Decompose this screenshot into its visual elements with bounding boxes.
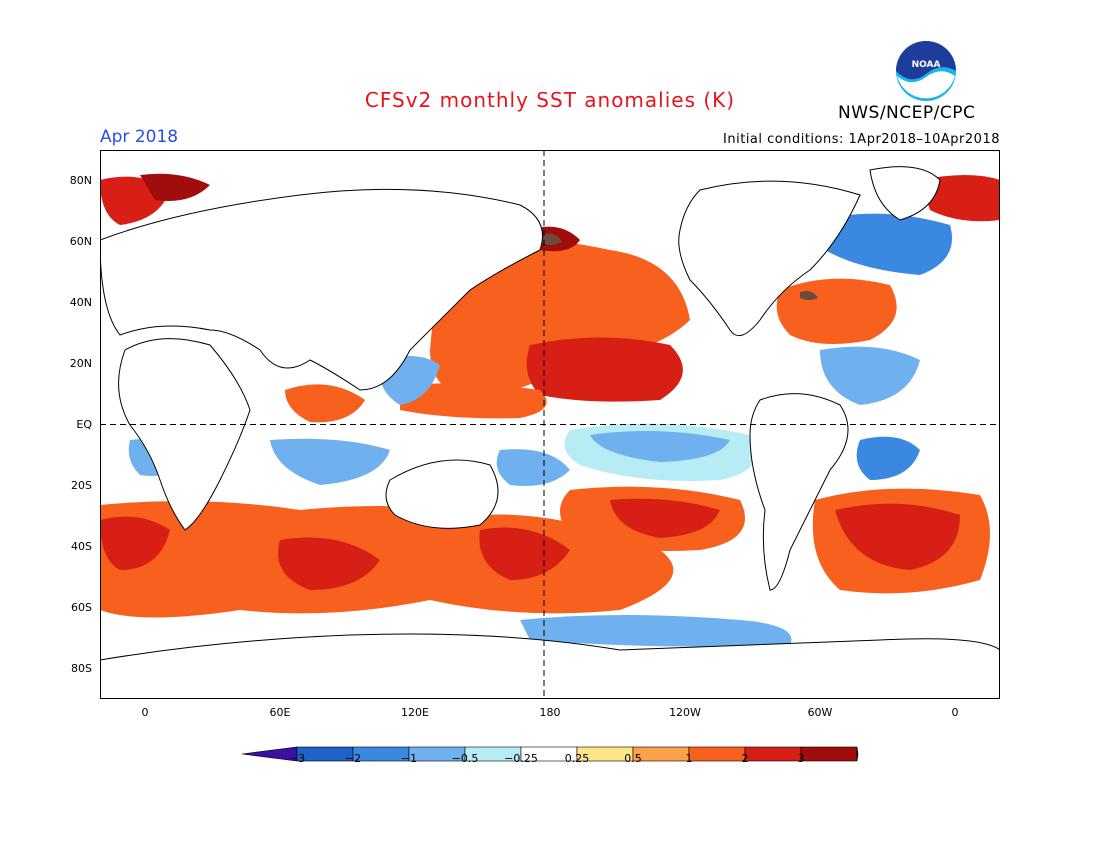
colorbar-tick-label: −1 bbox=[400, 752, 418, 765]
initial-conditions: Initial conditions: 1Apr2018–10Apr2018 bbox=[723, 132, 1000, 147]
anomaly-patch bbox=[496, 449, 570, 486]
sst-anomaly-map bbox=[100, 150, 1000, 699]
latitude-label: 80N bbox=[69, 173, 92, 187]
anomaly-patch bbox=[835, 503, 960, 570]
latitude-label: EQ bbox=[76, 417, 92, 431]
latitude-label: 20N bbox=[69, 356, 92, 370]
colorbar-extend-high bbox=[856, 746, 859, 762]
longitude-label: 0 bbox=[951, 706, 959, 719]
anomaly-patch bbox=[820, 346, 920, 405]
colorbar-tick-label: 0.25 bbox=[564, 752, 590, 765]
anomaly-patch bbox=[590, 431, 730, 462]
anomaly-patch bbox=[800, 290, 818, 300]
colorbar-tick-label: 3 bbox=[797, 752, 805, 765]
anomaly-patch bbox=[140, 173, 210, 201]
anomaly-patch bbox=[520, 615, 792, 647]
anomaly-patch bbox=[400, 383, 547, 419]
colorbar-tick-label: 2 bbox=[741, 752, 749, 765]
colorbar-tick-label: −0.25 bbox=[504, 752, 538, 765]
landmass-antarctica bbox=[100, 633, 1000, 699]
landmass-greenland bbox=[869, 166, 941, 221]
landmass-north-america bbox=[678, 180, 861, 337]
anomaly-patch bbox=[856, 436, 920, 480]
anomaly-patch bbox=[920, 175, 1000, 222]
colorbar-tick-label: −0.5 bbox=[451, 752, 479, 765]
anomaly-patch bbox=[100, 516, 170, 570]
anomaly-patch bbox=[278, 537, 380, 590]
longitude-label: 120W bbox=[669, 706, 701, 719]
noaa-logo: NOAA bbox=[896, 41, 956, 101]
map-title: CFSv2 monthly SST anomalies (K) bbox=[364, 88, 736, 112]
landmass-south-america bbox=[749, 393, 849, 591]
colorbar-tick-label: 0.5 bbox=[624, 752, 642, 765]
latitude-label: 60S bbox=[71, 600, 92, 614]
anomaly-patch bbox=[270, 438, 390, 485]
latitude-label: 40N bbox=[69, 295, 92, 309]
longitude-label: 60W bbox=[807, 706, 833, 719]
noaa-logo-text: NOAA bbox=[912, 60, 941, 70]
anomaly-patch bbox=[526, 337, 683, 402]
latitude-label: 60N bbox=[69, 234, 92, 248]
anomaly-patch bbox=[285, 384, 365, 423]
anomaly-field bbox=[100, 173, 1000, 647]
anomaly-patch bbox=[610, 498, 720, 538]
anomaly-patch bbox=[820, 213, 952, 275]
longitude-label: 180 bbox=[539, 706, 561, 719]
latitude-label: 20S bbox=[71, 478, 92, 492]
landmass-africa bbox=[118, 338, 251, 531]
anomaly-patch bbox=[430, 238, 690, 400]
longitude-label: 60E bbox=[269, 706, 291, 719]
latitude-label: 40S bbox=[71, 539, 92, 553]
longitude-label: 120E bbox=[401, 706, 429, 719]
colorbar-tick-label: −2 bbox=[344, 752, 362, 765]
agency-label: NWS/NCEP/CPC bbox=[838, 103, 976, 123]
anomaly-patch bbox=[540, 233, 562, 245]
colorbar bbox=[241, 746, 859, 762]
landmass-eurasia bbox=[100, 188, 543, 391]
continents bbox=[100, 166, 1000, 699]
colorbar-tick-label: 1 bbox=[685, 752, 693, 765]
anomaly-patch bbox=[479, 527, 570, 580]
colorbar-tick-label: −3 bbox=[288, 752, 306, 765]
landmass-australia bbox=[385, 459, 499, 529]
anomaly-patch bbox=[100, 501, 674, 618]
latitude-label: 80S bbox=[71, 661, 92, 675]
forecast-month: Apr 2018 bbox=[100, 127, 179, 147]
anomaly-patch bbox=[776, 278, 897, 344]
longitude-label: 0 bbox=[141, 706, 149, 719]
